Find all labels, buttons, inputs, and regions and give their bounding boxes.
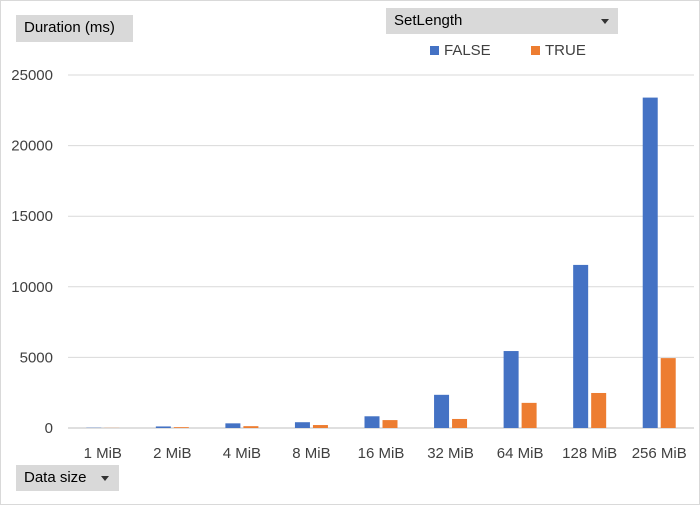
- y-tick-label: 20000: [11, 138, 53, 155]
- y-tick-label: 5000: [20, 349, 53, 366]
- y-tick-label: 0: [45, 420, 53, 437]
- chevron-down-icon[interactable]: [601, 19, 609, 24]
- bar-true: [173, 427, 189, 428]
- bar-true: [382, 420, 398, 428]
- legend-label-true: TRUE: [545, 42, 586, 59]
- bar-false: [573, 264, 589, 428]
- x-axis-ticks: 1 MiB 2 MiB 4 MiB 8 MiB 16 MiB 32 MiB 64 MiB 12…: [84, 445, 687, 462]
- bar-true: [243, 426, 259, 428]
- x-tick-label: 16 MiB: [358, 445, 405, 462]
- x-tick-label: 1 MiB: [84, 445, 122, 462]
- bar-false: [503, 351, 519, 428]
- x-tick-label: 256 MiB: [632, 445, 687, 462]
- bar-false: [225, 423, 241, 428]
- bar-false: [155, 426, 171, 428]
- legend-swatch-true: [531, 46, 540, 55]
- x-tick-label: 8 MiB: [292, 445, 330, 462]
- bar-true: [521, 402, 537, 428]
- y-axis-ticks: 0 5000 10000 15000 20000 25000: [11, 67, 53, 437]
- y-tick-label: 15000: [11, 208, 53, 225]
- bar-false: [434, 394, 450, 428]
- bar-true: [452, 418, 468, 428]
- bar-true: [591, 392, 607, 428]
- legend-swatch-false: [430, 46, 439, 55]
- y-tick-label: 25000: [11, 67, 53, 84]
- series-field-label: SetLength: [394, 12, 463, 29]
- x-tick-label: 4 MiB: [223, 445, 261, 462]
- x-tick-label: 128 MiB: [562, 445, 617, 462]
- bar-true: [312, 425, 328, 428]
- axis-field-label: Data size: [24, 469, 87, 486]
- value-field-label: Duration (ms): [24, 19, 115, 36]
- x-tick-label: 32 MiB: [427, 445, 474, 462]
- gridlines: [68, 74, 694, 429]
- series-field-dropdown[interactable]: SetLength: [386, 8, 618, 34]
- bar-false: [364, 416, 380, 428]
- x-tick-label: 2 MiB: [153, 445, 191, 462]
- y-tick-label: 10000: [11, 279, 53, 296]
- legend-label-false: FALSE: [444, 42, 491, 59]
- axis-field-dropdown[interactable]: Data size: [16, 465, 119, 491]
- chevron-down-icon[interactable]: [101, 476, 109, 481]
- bar-true: [660, 358, 676, 428]
- value-field-button[interactable]: Duration (ms): [16, 15, 133, 42]
- bars: [86, 97, 676, 428]
- x-tick-label: 64 MiB: [497, 445, 544, 462]
- bar-false: [294, 422, 310, 428]
- bar-false: [642, 97, 658, 428]
